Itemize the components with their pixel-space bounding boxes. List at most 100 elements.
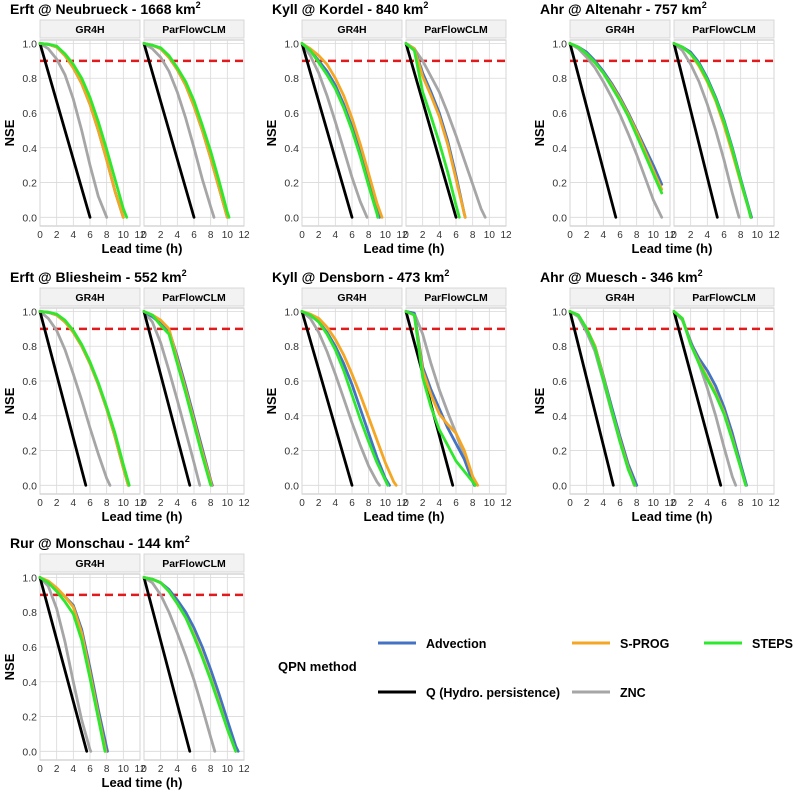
x-axis-label: Lead time (h) — [632, 241, 713, 256]
legend-label-q: Q (Hydro. persistence) — [426, 686, 560, 700]
series-line-steps — [568, 42, 664, 195]
series-line-steps — [300, 42, 380, 219]
x-tick-label: 8 — [634, 498, 640, 509]
x-tick-label: 6 — [453, 230, 459, 241]
y-tick-label: 0.2 — [284, 446, 299, 458]
legend: QPN method Advection S-PROG STEPS Q (Hydro. … — [278, 637, 793, 700]
panel-title: Kyll @ Kordel - 840 km2 — [272, 0, 428, 17]
y-tick-label: 0.6 — [284, 376, 299, 388]
series-line-znc — [142, 576, 217, 753]
x-tick-label: 10 — [118, 230, 130, 241]
y-tick-label: 0.8 — [284, 73, 299, 85]
series-line-q — [38, 576, 89, 753]
x-tick-label: 8 — [208, 498, 214, 509]
y-tick-label: 0.8 — [552, 73, 567, 85]
x-tick-label: 6 — [617, 230, 623, 241]
x-tick-label: 4 — [601, 230, 607, 241]
x-tick-label: 2 — [584, 230, 590, 241]
x-tick-label: 4 — [437, 498, 443, 509]
panel-title-sup: 2 — [698, 268, 703, 278]
series-line-steps — [404, 310, 477, 487]
x-tick-label: 6 — [191, 764, 197, 775]
facet-strip-label: ParFlowCLM — [692, 292, 756, 304]
x-tick-label: 2 — [158, 230, 164, 241]
x-tick-label: 4 — [333, 498, 339, 509]
facet-strip — [143, 553, 245, 573]
facet-strip-label: GR4H — [75, 24, 104, 36]
legend-label-sprog: S-PROG — [620, 637, 669, 651]
x-tick-label: 10 — [222, 230, 234, 241]
y-tick-label: 0.0 — [22, 212, 37, 224]
panel-6: Ahr @ Muesch - 346 km2 NSE 0.0 0.2 0.4 0.6 0.8… — [532, 268, 780, 524]
series-line-znc — [404, 42, 487, 219]
x-tick-label: 2 — [584, 498, 590, 509]
x-tick-label: 2 — [54, 230, 60, 241]
x-tick-label: 0 — [141, 764, 147, 775]
series-line-q — [300, 310, 354, 487]
x-tick-label: 10 — [118, 498, 130, 509]
facet-strip — [39, 19, 141, 39]
x-tick-label: 2 — [158, 498, 164, 509]
x-tick-label: 12 — [396, 498, 408, 509]
facet-strip — [569, 287, 671, 307]
y-tick-label: 0.0 — [284, 212, 299, 224]
x-tick-label: 4 — [71, 764, 77, 775]
facet-strip-label: GR4H — [337, 24, 366, 36]
y-tick-label: 0.4 — [22, 677, 37, 689]
x-tick-label: 8 — [366, 498, 372, 509]
x-tick-label: 0 — [403, 498, 409, 509]
panel-title: Rur @ Monschau - 144 km2 — [10, 534, 190, 551]
x-tick-label: 12 — [500, 498, 512, 509]
y-tick-label: 0.0 — [284, 480, 299, 492]
x-axis-label: Lead time (h) — [102, 509, 183, 524]
panel-title-sup: 2 — [182, 268, 187, 278]
x-tick-label: 4 — [71, 498, 77, 509]
x-tick-label: 10 — [380, 498, 392, 509]
y-tick-label: 0.8 — [22, 341, 37, 353]
series-line-steps — [300, 310, 390, 487]
x-tick-label: 6 — [453, 498, 459, 509]
facet-strip-label: ParFlowCLM — [162, 558, 226, 570]
legend-label-advection: Advection — [426, 637, 486, 651]
series-line-sprog — [300, 42, 384, 219]
x-tick-label: 8 — [366, 230, 372, 241]
facet-strip-label: ParFlowCLM — [424, 24, 488, 36]
x-tick-label: 8 — [104, 230, 110, 241]
facet-strip-label: ParFlowCLM — [424, 292, 488, 304]
x-tick-label: 10 — [752, 230, 764, 241]
x-tick-label: 2 — [688, 230, 694, 241]
x-tick-label: 10 — [380, 230, 392, 241]
series-line-q — [38, 310, 88, 487]
x-tick-label: 0 — [37, 764, 43, 775]
x-tick-label: 12 — [238, 230, 250, 241]
y-tick-label: 1.0 — [284, 306, 299, 318]
series-line-steps — [142, 310, 213, 487]
series-line-znc — [672, 42, 741, 219]
x-tick-label: 10 — [222, 498, 234, 509]
x-tick-label: 2 — [420, 230, 426, 241]
x-tick-label: 12 — [238, 498, 250, 509]
x-tick-label: 8 — [104, 764, 110, 775]
series-line-q — [142, 310, 192, 487]
series-line-steps — [38, 310, 131, 487]
y-tick-label: 1.0 — [22, 572, 37, 584]
x-tick-label: 12 — [238, 764, 250, 775]
facet-strip-label: ParFlowCLM — [692, 24, 756, 36]
y-axis-label: NSE — [532, 387, 547, 414]
x-tick-label: 0 — [567, 498, 573, 509]
y-tick-label: 0.8 — [284, 341, 299, 353]
series-line-znc — [38, 576, 93, 753]
x-tick-label: 4 — [333, 230, 339, 241]
panel-7: Rur @ Monschau - 144 km2 NSE 0.0 0.2 0.4 0.6 0… — [2, 534, 250, 790]
x-tick-label: 8 — [738, 230, 744, 241]
x-tick-label: 2 — [420, 498, 426, 509]
series-line-sprog — [300, 310, 398, 487]
x-tick-label: 6 — [349, 230, 355, 241]
x-tick-label: 4 — [705, 498, 711, 509]
y-tick-label: 1.0 — [552, 306, 567, 318]
x-tick-label: 2 — [316, 498, 322, 509]
x-tick-label: 10 — [648, 230, 660, 241]
y-tick-label: 1.0 — [284, 38, 299, 50]
facet-strip-label: GR4H — [75, 292, 104, 304]
x-tick-label: 10 — [484, 230, 496, 241]
